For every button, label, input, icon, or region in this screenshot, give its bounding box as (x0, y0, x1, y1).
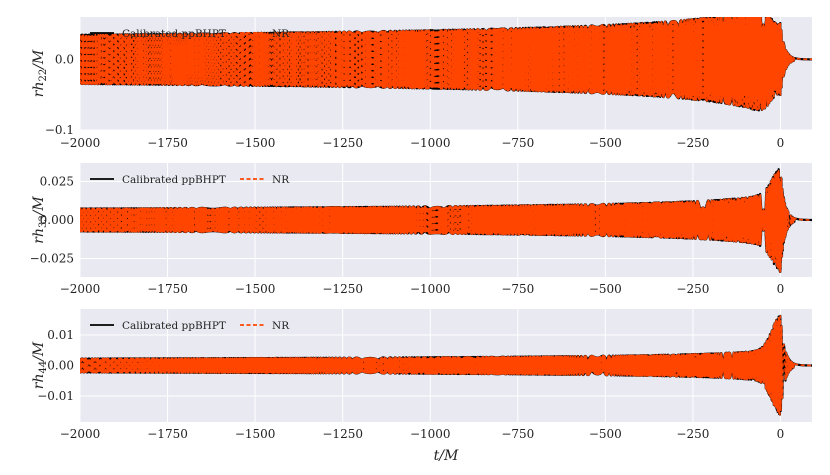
x-tick-label: −500 (589, 427, 622, 441)
x-tick-label: −1250 (322, 136, 363, 150)
x-tick-label: −1750 (147, 427, 188, 441)
series-line-nr (80, 17, 812, 112)
y-tick-label: 0.025 (40, 174, 74, 188)
y-tick-label: −0.025 (30, 252, 74, 266)
legend-label: Calibrated ppBHPT (122, 174, 226, 186)
x-tick-label: −1500 (235, 427, 276, 441)
y-tick-label: 0.00 (47, 359, 74, 373)
legend-label: NR (272, 174, 290, 186)
x-tick-label: −250 (676, 282, 709, 296)
x-tick-label: −1500 (235, 282, 276, 296)
legend-label: NR (272, 28, 290, 40)
x-tick-label: −500 (589, 136, 622, 150)
x-tick-label: −1500 (235, 136, 276, 150)
legend-label: Calibrated ppBHPT (122, 28, 226, 40)
legend: Calibrated ppBHPT NR (90, 320, 290, 332)
x-tick-label: −2000 (60, 282, 101, 296)
x-tick-label: −500 (589, 282, 622, 296)
x-tick-label: −1250 (322, 427, 363, 441)
x-tick-label: 0 (777, 136, 785, 150)
x-tick-label: −1250 (322, 282, 363, 296)
x-tick-label: −1000 (410, 136, 451, 150)
y-axis-label: rh44/M (31, 341, 49, 389)
series-line-nr (80, 315, 812, 416)
x-tick-label: −2000 (60, 427, 101, 441)
x-tick-label: −750 (501, 427, 534, 441)
x-tick-label: −750 (501, 136, 534, 150)
legend: Calibrated ppBHPT NR (90, 174, 290, 186)
series-line-nr (80, 168, 812, 273)
panel-2: −2000 −1750 −1500 −1250 −1000 −750 −500 −250 0 0.… (30, 163, 812, 296)
y-tick-label: 0.0 (55, 52, 74, 66)
x-tick-label: −750 (501, 282, 534, 296)
y-axis-label: rh33/M (31, 196, 49, 244)
panel-1: −2000 −1750 −1500 −1250 −1000 −750 −500 −250 0 0.… (31, 17, 812, 150)
legend-label: NR (272, 320, 290, 332)
legend: Calibrated ppBHPT NR (90, 28, 290, 40)
x-tick-label: −1000 (410, 282, 451, 296)
y-tick-label: 0.000 (40, 213, 74, 227)
x-axis-label: t/M (434, 448, 459, 464)
panel-3: −2000 −1750 −1500 −1250 −1000 −750 −500 −250 0 0.… (31, 309, 812, 464)
x-tick-label: −2000 (60, 136, 101, 150)
x-tick-label: −1750 (147, 282, 188, 296)
y-tick-label: −0.01 (37, 389, 74, 403)
legend-label: Calibrated ppBHPT (122, 320, 226, 332)
y-tick-label: 0.01 (47, 328, 74, 342)
x-tick-label: −1750 (147, 136, 188, 150)
y-axis-label: rh22/M (31, 49, 49, 97)
x-tick-label: −250 (676, 136, 709, 150)
x-tick-label: −250 (676, 427, 709, 441)
x-tick-label: 0 (777, 282, 785, 296)
y-tick-label: −0.1 (45, 123, 74, 137)
x-tick-label: 0 (777, 427, 785, 441)
x-tick-label: −1000 (410, 427, 451, 441)
